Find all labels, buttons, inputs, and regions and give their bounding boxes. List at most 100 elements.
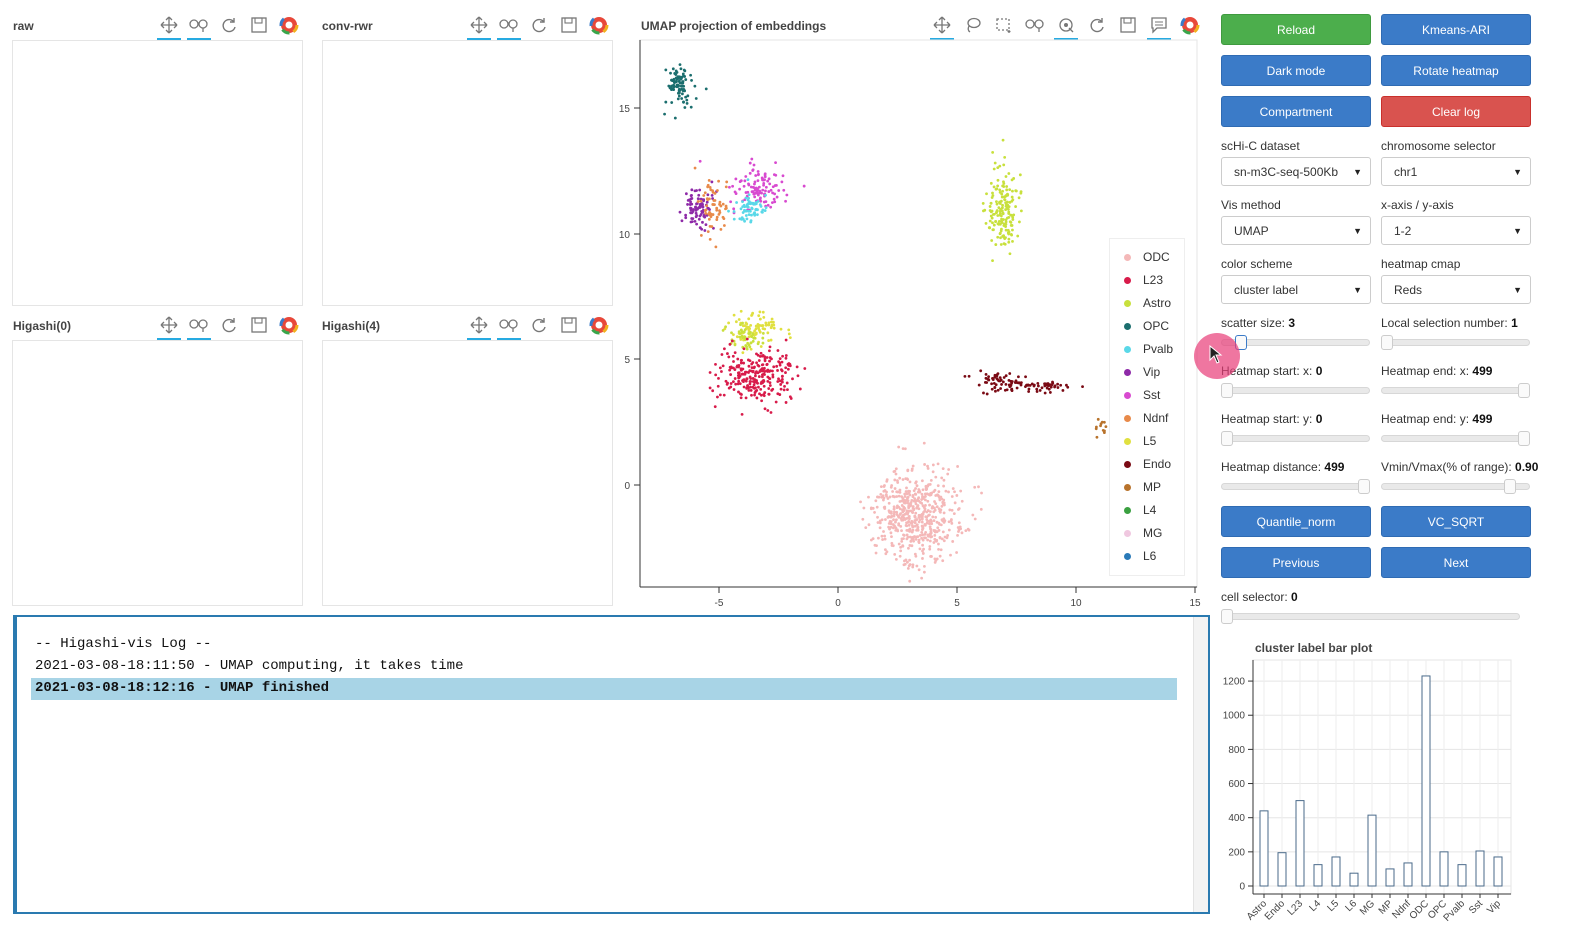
hover-tool-icon[interactable] <box>1147 14 1171 40</box>
point-l23 <box>754 374 757 378</box>
kmeans-ari-button[interactable]: Kmeans-ARI <box>1381 14 1531 45</box>
slider-handle[interactable] <box>1518 431 1530 446</box>
umap-scatter-plot[interactable]: -5 0 5 10 15 15 10 5 0 <box>610 38 1210 613</box>
slider-handle[interactable] <box>1221 609 1233 624</box>
lasso-select-icon[interactable] <box>961 14 985 36</box>
bokeh-logo-icon[interactable] <box>587 314 611 336</box>
cell-selector-slider[interactable] <box>1221 609 1520 624</box>
bokeh-logo-icon[interactable] <box>1178 14 1202 36</box>
local-selection-slider[interactable] <box>1381 335 1530 350</box>
wheel-zoom-icon[interactable] <box>1023 14 1047 36</box>
legend-item[interactable]: MP <box>1124 480 1161 494</box>
scatter-legend[interactable]: ODC L23 Astro OPC Pvalb Vip Sst Ndnf L5 … <box>1109 238 1185 576</box>
legend-item[interactable]: L5 <box>1124 434 1156 448</box>
save-icon[interactable] <box>247 314 271 336</box>
wheel-zoom-icon[interactable] <box>187 314 211 340</box>
color-scheme-select[interactable]: cluster label ▼ <box>1221 275 1371 304</box>
heatmap-end-y-slider[interactable] <box>1381 431 1530 446</box>
bar-l6[interactable] <box>1349 872 1359 887</box>
bar-opc[interactable] <box>1439 851 1449 887</box>
tap-tool-icon[interactable] <box>1054 14 1078 40</box>
bar-l5[interactable] <box>1331 856 1341 887</box>
higashi0-heatmap-area[interactable] <box>12 340 303 606</box>
bokeh-logo-icon[interactable] <box>277 314 301 336</box>
save-icon[interactable] <box>557 314 581 336</box>
legend-item[interactable]: L4 <box>1124 503 1156 517</box>
wheel-zoom-icon[interactable] <box>497 14 521 40</box>
previous-button[interactable]: Previous <box>1221 547 1371 578</box>
legend-item[interactable]: Sst <box>1124 388 1160 402</box>
reset-icon[interactable] <box>527 314 551 336</box>
bar-mp[interactable] <box>1385 868 1395 887</box>
heatmap-end-x-slider[interactable] <box>1381 383 1530 398</box>
box-select-icon[interactable] <box>992 14 1016 36</box>
chromosome-select[interactable]: chr1 ▼ <box>1381 157 1531 186</box>
wheel-zoom-icon[interactable] <box>187 14 211 40</box>
legend-item[interactable]: Vip <box>1124 365 1160 379</box>
log-scrollbar[interactable] <box>1193 617 1208 912</box>
bar-vip[interactable] <box>1493 856 1503 887</box>
legend-item[interactable]: MG <box>1124 526 1162 540</box>
dataset-select[interactable]: sn-m3C-seq-500Kb ▼ <box>1221 157 1371 186</box>
slider-handle[interactable] <box>1358 479 1370 494</box>
heatmap-start-y-slider[interactable] <box>1221 431 1370 446</box>
quantile-norm-button[interactable]: Quantile_norm <box>1221 506 1371 537</box>
slider-handle[interactable] <box>1518 383 1530 398</box>
reset-icon[interactable] <box>217 314 241 336</box>
slider-handle[interactable] <box>1381 335 1393 350</box>
bar-mg[interactable] <box>1367 814 1377 887</box>
pan-tool-icon[interactable] <box>157 14 181 40</box>
bar-l23[interactable] <box>1295 800 1305 887</box>
legend-item[interactable]: Endo <box>1124 457 1171 471</box>
heatmap-cmap-select[interactable]: Reds ▼ <box>1381 275 1531 304</box>
bokeh-logo-icon[interactable] <box>277 14 301 36</box>
slider-handle[interactable] <box>1504 479 1517 494</box>
heatmap-distance-slider[interactable] <box>1221 479 1370 494</box>
cluster-bar-plot[interactable]: cluster label bar plot 0 200 400 600 800 1000… <box>1213 636 1518 936</box>
pan-tool-icon[interactable] <box>467 314 491 340</box>
conv-rwr-heatmap-area[interactable] <box>322 40 613 306</box>
scatter-size-slider[interactable] <box>1221 335 1370 350</box>
clear-log-button[interactable]: Clear log <box>1381 96 1531 127</box>
vis-method-select[interactable]: UMAP ▼ <box>1221 216 1371 245</box>
bar-l4[interactable] <box>1313 864 1323 887</box>
save-icon[interactable] <box>557 14 581 36</box>
reload-button[interactable]: Reload <box>1221 14 1371 45</box>
save-icon[interactable] <box>1116 14 1140 36</box>
bar-pvalb[interactable] <box>1457 864 1467 887</box>
vc-sqrt-button[interactable]: VC_SQRT <box>1381 506 1531 537</box>
bar-ndnf[interactable] <box>1403 862 1413 887</box>
heatmap-start-x-slider[interactable] <box>1221 383 1370 398</box>
reset-icon[interactable] <box>527 14 551 36</box>
compartment-button[interactable]: Compartment <box>1221 96 1371 127</box>
next-button[interactable]: Next <box>1381 547 1531 578</box>
vmin-vmax-slider[interactable] <box>1381 479 1530 494</box>
log-panel[interactable]: -- Higashi-vis Log -- 2021-03-08-18:11:5… <box>13 615 1210 914</box>
pan-tool-icon[interactable] <box>157 314 181 340</box>
pan-tool-icon[interactable] <box>467 14 491 40</box>
legend-item[interactable]: L6 <box>1124 549 1156 563</box>
slider-handle[interactable] <box>1221 383 1233 398</box>
bar-odc[interactable] <box>1421 675 1431 887</box>
pan-tool-icon[interactable] <box>930 14 954 40</box>
legend-item[interactable]: ODC <box>1124 250 1170 264</box>
wheel-zoom-icon[interactable] <box>497 314 521 340</box>
reset-icon[interactable] <box>217 14 241 36</box>
higashi4-heatmap-area[interactable] <box>322 340 613 606</box>
legend-item[interactable]: OPC <box>1124 319 1169 333</box>
rotate-heatmap-button[interactable]: Rotate heatmap <box>1381 55 1531 86</box>
bokeh-logo-icon[interactable] <box>587 14 611 36</box>
dark-mode-button[interactable]: Dark mode <box>1221 55 1371 86</box>
axis-select[interactable]: 1-2 ▼ <box>1381 216 1531 245</box>
slider-handle[interactable] <box>1221 431 1233 446</box>
legend-item[interactable]: Astro <box>1124 296 1171 310</box>
raw-heatmap-area[interactable] <box>12 40 303 306</box>
bar-endo[interactable] <box>1277 852 1287 887</box>
legend-item[interactable]: Ndnf <box>1124 411 1168 425</box>
legend-item[interactable]: Pvalb <box>1124 342 1173 356</box>
reset-icon[interactable] <box>1085 14 1109 36</box>
save-icon[interactable] <box>247 14 271 36</box>
legend-item[interactable]: L23 <box>1124 273 1163 287</box>
bar-astro[interactable] <box>1259 810 1269 887</box>
bar-sst[interactable] <box>1475 850 1485 887</box>
